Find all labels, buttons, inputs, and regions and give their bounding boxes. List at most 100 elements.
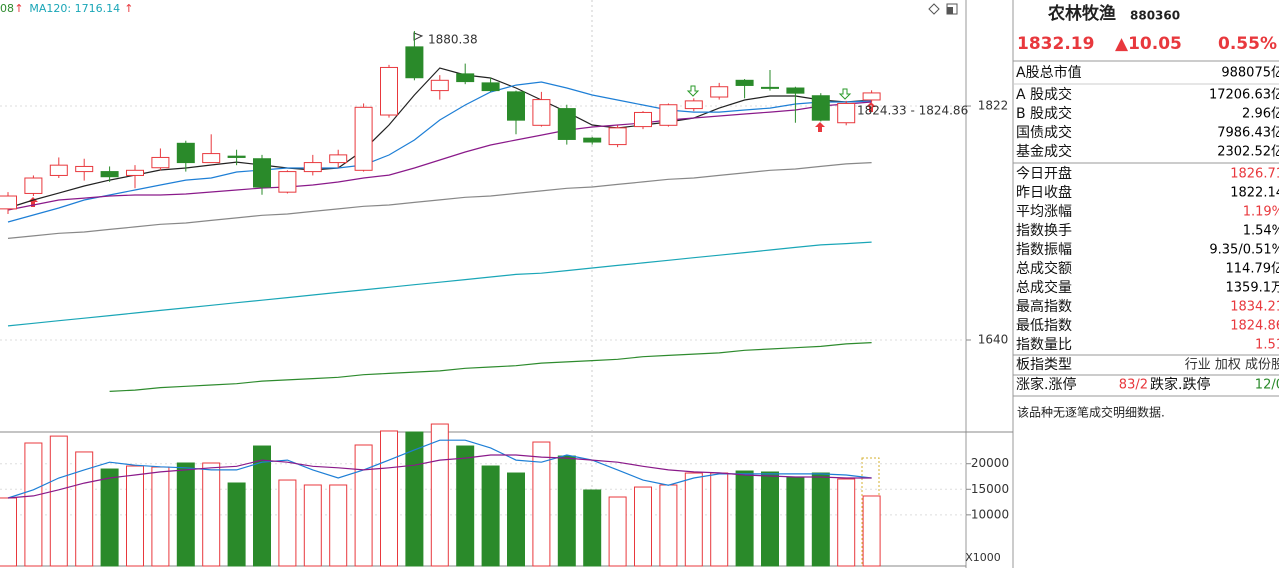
candle-body [786,87,805,94]
row-label: 指数量比 [1016,337,1072,353]
ma-line [7,101,872,211]
annotation: 1824.33 - 1824.86 [857,104,968,118]
row-value: 114.79亿 [1226,262,1279,277]
candle-body [100,171,119,178]
candle-body [507,91,525,121]
candle-body [354,106,373,171]
volume-bar [100,468,119,567]
volume-bar [278,479,297,567]
change: ▲10.05 [1115,34,1182,54]
y-tick-label: 20000 [971,456,1009,470]
row-label: 指数换手 [1016,222,1072,239]
row-label: 国债成交 [1016,124,1072,141]
candle-body [684,100,703,110]
volume-bar [786,476,805,567]
volume-bar [227,482,246,567]
breadth-value: 12/0 [1255,378,1279,393]
row-label: A股总市值 [1016,64,1082,81]
candle-body [583,137,602,143]
ma-legend: MA120: 1716.14 [29,2,120,15]
row-value: 1.19% [1243,205,1279,220]
ma-line [7,162,872,239]
row-value: 1826.71 [1230,167,1279,182]
volume-bar [710,472,729,567]
panel-title: 农林牧渔 [1047,3,1116,24]
row-value: 9.35/0.51% [1209,243,1279,258]
candle-body [608,127,627,146]
volume-bar [0,497,17,567]
candle-body [329,154,348,164]
row-label: 总成交额 [1016,260,1072,277]
row-label: 板指类型 [1016,357,1072,373]
row-label: 昨日收盘 [1016,184,1072,201]
volume-bar [507,472,525,567]
row-value: 988075亿 [1221,66,1279,81]
candle-body [202,153,221,164]
row-value: 7986.43亿 [1217,126,1279,141]
volume-bar [456,445,475,567]
candle-body [303,162,322,173]
diamond-icon[interactable] [928,3,940,15]
volume-bar [253,445,271,567]
volume-bar [354,444,373,567]
breadth-label: 跌家.跌停 [1150,376,1210,393]
breadth-label: 涨家.涨停 [1016,376,1076,393]
up-arrow [866,102,876,112]
volume-bar [659,484,678,567]
volume-bar [862,495,881,567]
y-tick-label: 1640 [978,333,1009,347]
right-panel: 农林牧渔 880360 1832.19 ▲10.05 0.55% 该品种无逐笔成… [1013,3,1279,420]
ma-line [7,81,872,223]
ma-line [109,342,872,392]
volume-bar [837,478,856,567]
row-label: 基金成交 [1016,143,1072,160]
row-label: 总成交量 [1016,279,1072,296]
up-arrow [815,122,825,132]
row-label: A 股成交 [1016,86,1072,103]
ma-arrow: ↑ [124,2,133,15]
row-label: 平均涨幅 [1016,204,1072,220]
row-value: 17206.63亿 [1209,88,1279,103]
volume-bar [532,441,551,567]
candle-body [151,156,170,169]
annotation: 1880.38 [428,33,478,47]
candle-body [456,73,475,83]
candle-body [176,142,195,164]
ma-line [7,454,872,499]
sell-signals [686,85,852,100]
row-value: 1824.86 [1230,319,1279,334]
candle-body [735,79,754,86]
volume-bar [608,496,627,567]
candle-body [634,111,652,128]
ma-arrow: ↑ [14,2,23,15]
candle-body [380,66,398,116]
row-value: 行业 加权 成份股 [1185,357,1279,373]
candle-body [811,95,830,121]
volume-bar [75,451,94,567]
change-pct: 0.55% [1218,34,1277,54]
volume-bar [811,472,830,567]
candle-body [227,155,246,158]
candle-body [253,158,271,188]
candle-body [532,99,551,126]
candle-body [837,102,856,124]
breadth-value: 83/2 [1119,378,1148,393]
row-value: 2302.52亿 [1217,145,1279,160]
ma-line [7,67,872,209]
row-value: 1.51 [1255,338,1279,353]
volume-bar [430,423,449,567]
ma-legend: 08 [0,2,14,15]
candle-body [710,86,729,98]
volume-bar [151,466,170,567]
volume-bar [761,471,779,567]
candle-body [278,171,297,193]
volume-bar [176,462,195,567]
row-value: 2.96亿 [1242,107,1279,122]
row-value: 1359.1万 [1226,281,1279,296]
down-arrow [838,88,852,100]
ma-line [7,241,872,327]
down-arrow [686,85,700,97]
square-icon-fill [947,7,953,14]
